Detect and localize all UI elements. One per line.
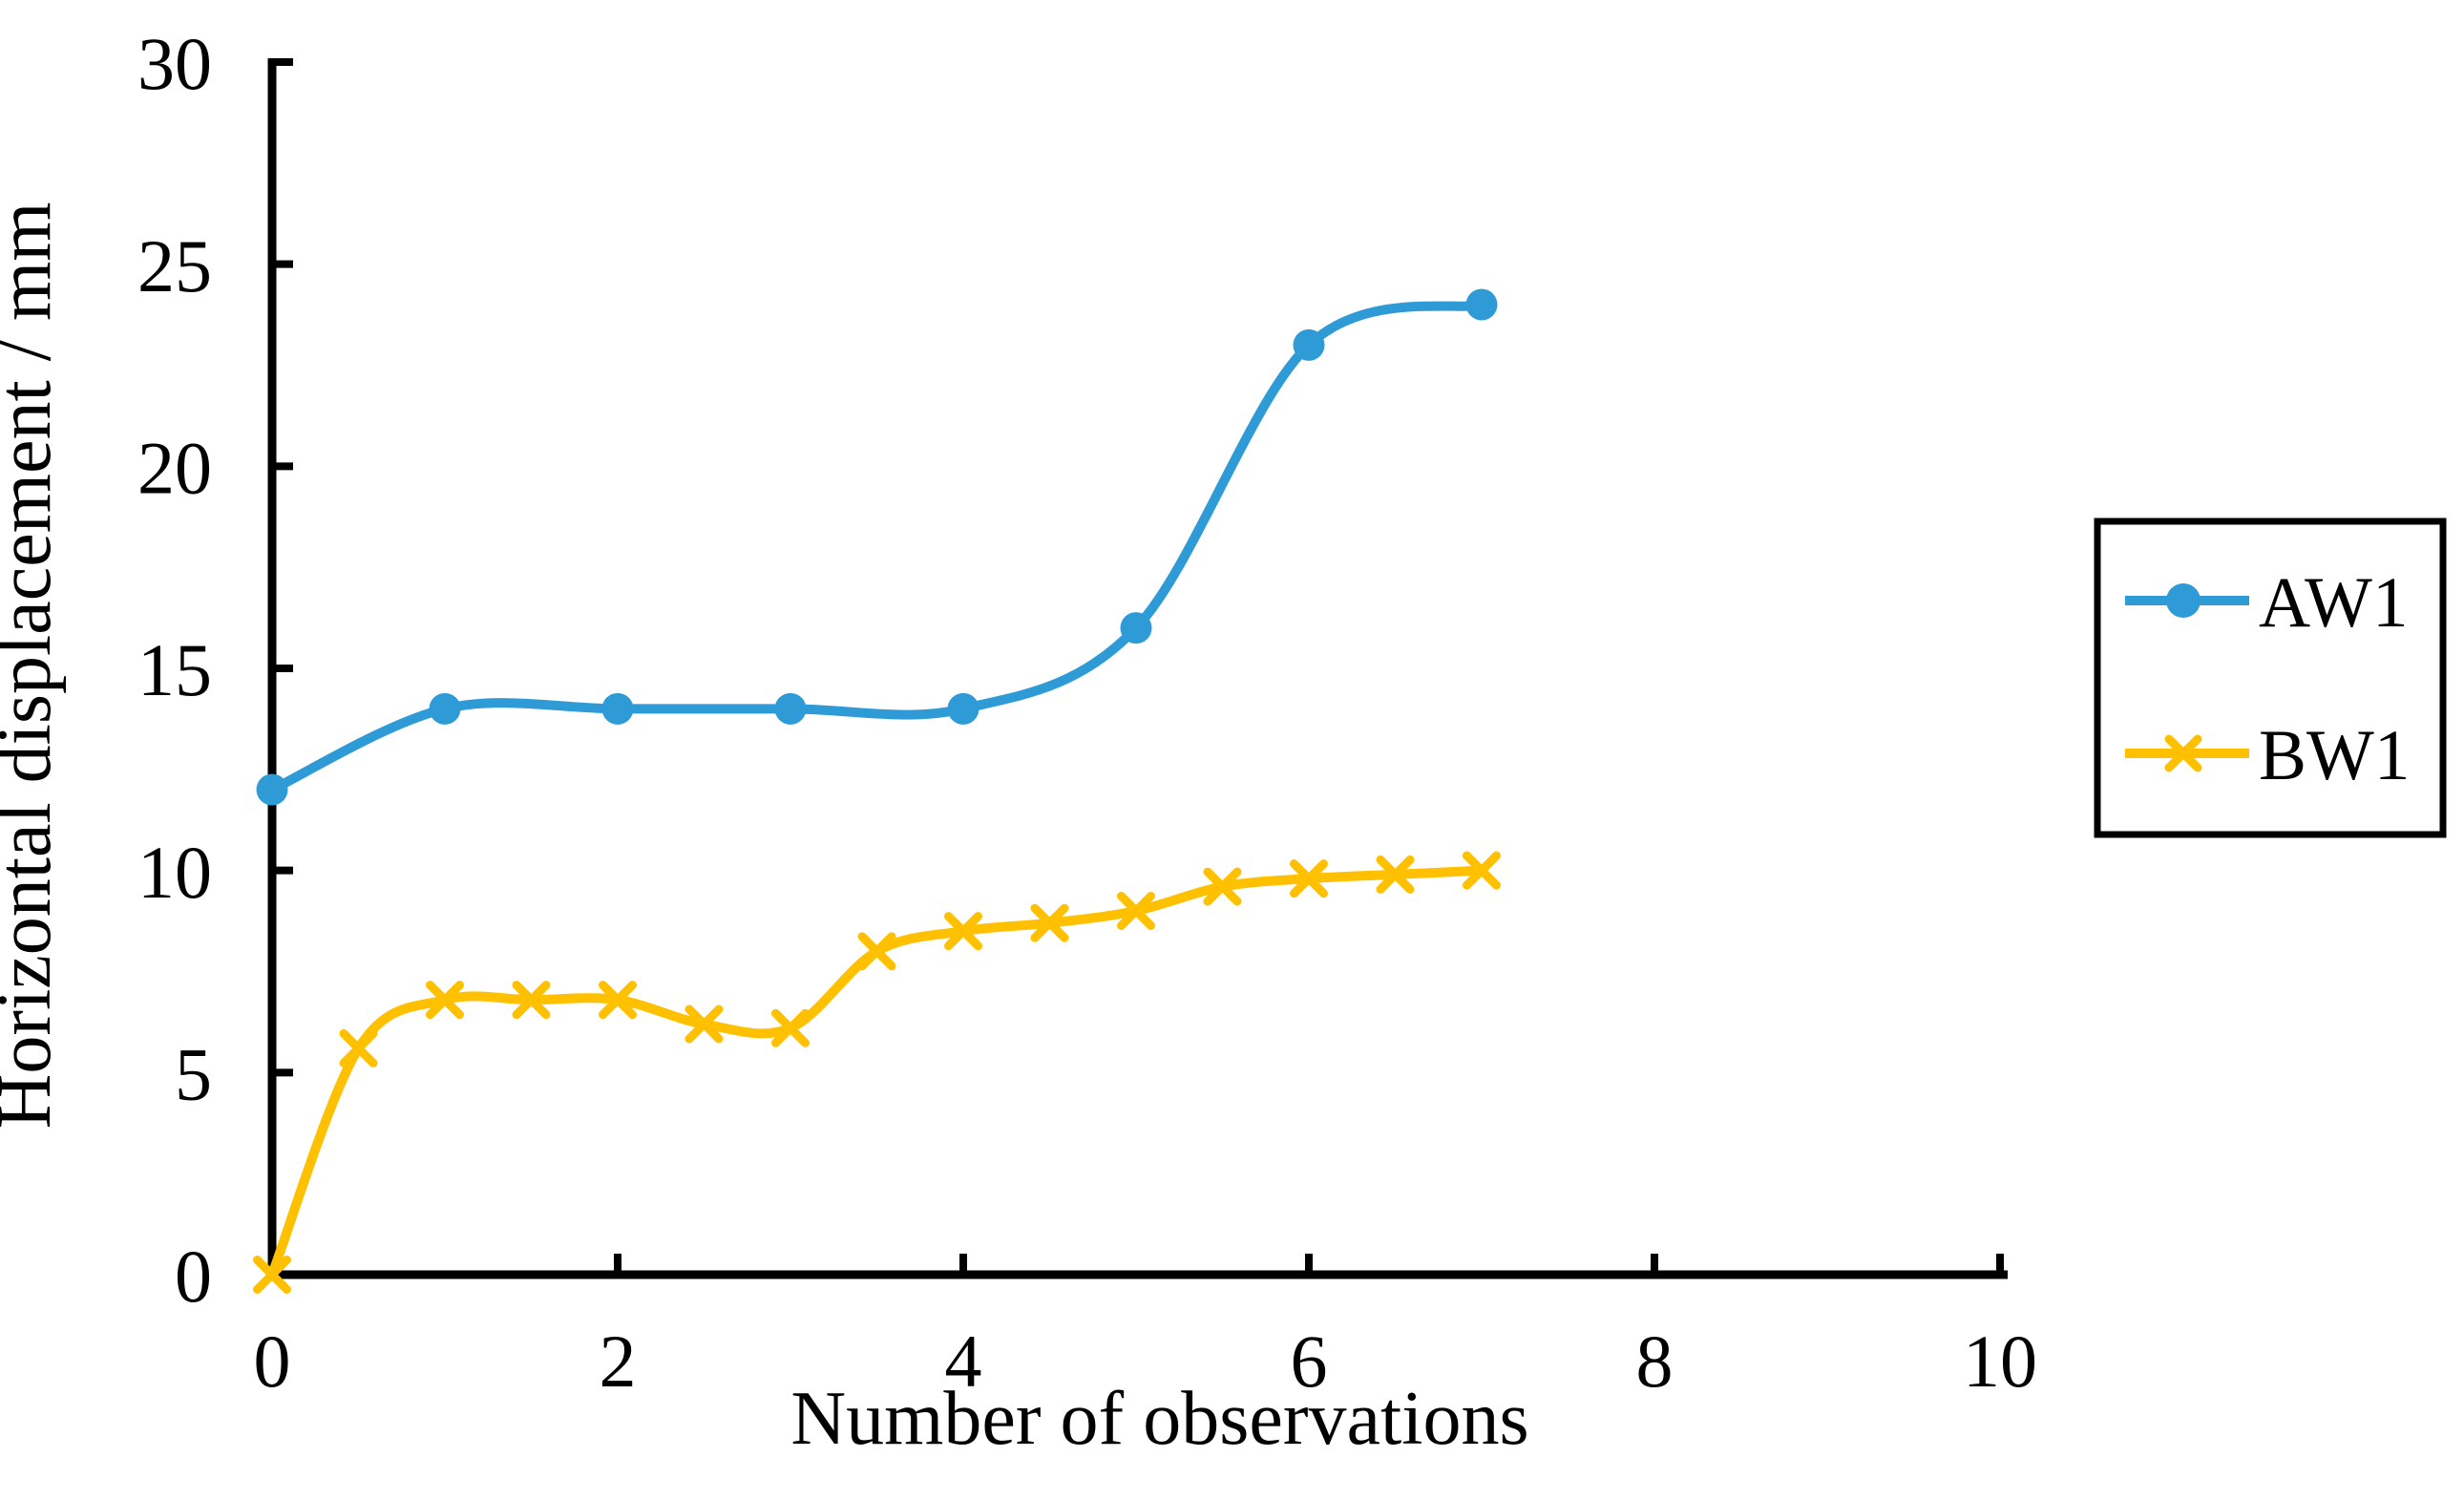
x-tick-label: 8 (1636, 1320, 1674, 1403)
data-point-circle-icon (774, 692, 807, 725)
data-point-x-icon (944, 912, 982, 951)
data-point-x-icon (1117, 892, 1155, 931)
data-point-circle-icon (1120, 612, 1152, 644)
data-point-x-icon (1030, 903, 1069, 942)
data-point-x-icon (253, 1256, 291, 1294)
x-tick-label: 6 (1291, 1320, 1328, 1403)
x-axis-title: Number of observations (790, 1377, 1528, 1461)
legend-label-bw1: BW1 (2259, 716, 2410, 795)
y-axis-ticks (272, 58, 293, 1077)
y-tick-label: 30 (137, 22, 212, 105)
legend-label-aw1: AW1 (2259, 563, 2408, 643)
series-bw1 (253, 851, 1501, 1294)
data-point-circle-icon (256, 773, 288, 806)
series-line-bw1 (267, 865, 1486, 1279)
data-point-x-icon (599, 981, 637, 1020)
data-point-circle-icon (1465, 288, 1498, 321)
x-axis-tick-labels: 0 2 4 6 8 10 (254, 1320, 2038, 1403)
y-tick-label: 10 (137, 831, 212, 914)
legend: AW1 BW1 (2094, 518, 2447, 838)
x-axis-ticks (614, 1254, 2004, 1275)
legend-item-bw1: BW1 (2125, 716, 2410, 795)
series-aw1 (256, 288, 1498, 806)
x-tick-label: 0 (254, 1320, 291, 1403)
y-axis-title: Horizontal displacement / mm (0, 202, 67, 1130)
x-tick-label: 10 (1963, 1320, 2037, 1403)
series-line-aw1 (267, 300, 1486, 795)
legend-box (2094, 518, 2447, 838)
series-layer (253, 288, 1501, 1294)
data-point-x-icon (512, 981, 551, 1020)
data-point-circle-icon (947, 692, 979, 725)
data-point-x-icon (1290, 859, 1328, 898)
x-tick-label: 4 (945, 1320, 982, 1403)
axes: 0 5 10 15 20 25 30 0 2 4 6 8 10 (137, 22, 2037, 1403)
axis-lines (267, 58, 2008, 1279)
y-tick-label: 15 (137, 628, 212, 711)
data-point-circle-icon (601, 692, 634, 725)
y-tick-label: 20 (137, 426, 212, 509)
data-point-circle-icon (1293, 328, 1325, 361)
data-point-x-icon (1376, 855, 1415, 894)
data-point-circle-icon (429, 692, 461, 725)
legend-marker-bw1-x-icon (2164, 734, 2202, 772)
data-point-x-icon (1463, 851, 1501, 890)
data-point-x-icon (684, 1004, 724, 1044)
data-point-x-icon (339, 1028, 378, 1067)
data-point-x-icon (426, 981, 464, 1020)
legend-marker-aw1-circle-icon (2166, 583, 2201, 618)
data-point-x-icon (857, 932, 896, 971)
data-point-x-icon (1203, 867, 1242, 906)
y-tick-label: 5 (175, 1032, 212, 1115)
data-point-x-icon (771, 1008, 810, 1047)
y-tick-label: 0 (175, 1235, 212, 1318)
legend-item-aw1: AW1 (2125, 563, 2408, 643)
y-tick-label: 25 (137, 224, 212, 307)
y-axis-tick-labels: 0 5 10 15 20 25 30 (137, 22, 212, 1318)
x-tick-label: 2 (600, 1320, 637, 1403)
